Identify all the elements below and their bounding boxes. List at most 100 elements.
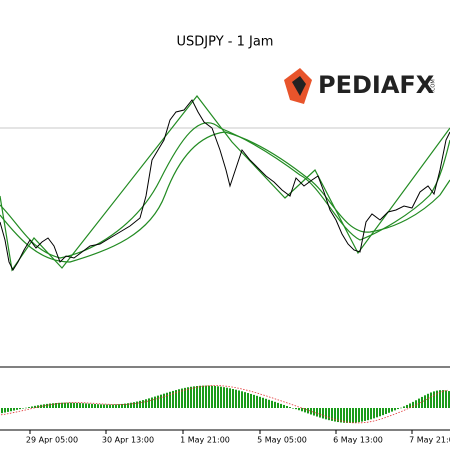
histogram-bar: [328, 408, 330, 421]
histogram-bar: [187, 387, 189, 408]
histogram-bar: [13, 408, 15, 411]
x-tick-label: 29 Apr 05:00: [26, 436, 78, 445]
histogram-bar: [121, 403, 123, 408]
histogram-bar: [223, 387, 225, 408]
histogram-bar: [118, 404, 120, 408]
histogram-bar: [148, 398, 150, 408]
histogram-bar: [307, 408, 309, 414]
histogram-bar: [103, 404, 105, 408]
histogram-bar: [241, 391, 243, 408]
histogram-bar: [373, 408, 375, 419]
histogram-bar: [49, 403, 51, 408]
histogram-bar: [55, 403, 57, 408]
histogram-bar: [355, 408, 357, 423]
histogram-bar: [436, 390, 438, 408]
histogram-bar: [250, 393, 252, 408]
histogram-bar: [196, 386, 198, 408]
histogram-bar: [382, 408, 384, 416]
histogram-bar: [28, 407, 30, 408]
histogram-bar: [412, 401, 414, 408]
histogram-bar: [370, 408, 372, 420]
histogram-bar: [406, 404, 408, 408]
histogram-bar: [100, 404, 102, 408]
histogram-bar: [379, 408, 381, 417]
histogram-bar: [94, 404, 96, 408]
x-tick-label: 5 May 05:00: [257, 436, 307, 445]
histogram-bar: [313, 408, 315, 416]
histogram-bar: [364, 408, 366, 421]
logo-icon-inner: [292, 76, 306, 96]
x-axis: 29 Apr 05:00 30 Apr 13:00 1 May 21:00 5 May…: [26, 430, 450, 445]
histogram-bar: [385, 408, 387, 414]
histogram-bar: [157, 395, 159, 408]
histogram-bar: [334, 408, 336, 422]
histogram-bar: [391, 408, 393, 412]
histogram-bar: [163, 393, 165, 408]
price-candles: [0, 99, 450, 272]
histogram-bar: [88, 403, 90, 408]
histogram-bar: [85, 403, 87, 408]
histogram-bar: [367, 408, 369, 421]
histogram-bar: [40, 404, 42, 408]
histogram-bar: [397, 408, 399, 410]
histogram-bar: [4, 408, 6, 413]
histogram-bar: [394, 408, 396, 411]
histogram-bar: [124, 403, 126, 408]
histogram-bar: [247, 393, 249, 408]
histogram-bar: [292, 408, 294, 409]
histogram-bar: [316, 408, 318, 417]
logo-suffix: .COM: [431, 79, 437, 92]
histogram-bar: [214, 385, 216, 408]
logo: PEDIAFX .COM: [284, 68, 437, 104]
histogram-bar: [376, 408, 378, 418]
histogram-bar: [346, 408, 348, 423]
x-tick-label: 1 May 21:00: [180, 436, 230, 445]
histogram-bar: [415, 400, 417, 408]
histogram-bar: [280, 403, 282, 408]
logo-text: PEDIAFX: [318, 71, 435, 99]
histogram-bar: [253, 394, 255, 408]
chart-title: USDJPY - 1 Jam: [177, 35, 274, 50]
histogram-bar: [301, 408, 303, 412]
histogram-bar: [430, 392, 432, 408]
histogram-bar: [181, 388, 183, 408]
histogram-bar: [298, 408, 300, 411]
histogram-bar: [358, 408, 360, 423]
histogram-bar: [244, 392, 246, 408]
histogram-bar: [268, 399, 270, 408]
histogram-bar: [205, 385, 207, 408]
histogram-bar: [439, 390, 441, 408]
histogram-bar: [262, 397, 264, 408]
histogram-bar: [16, 408, 18, 410]
histogram-bar: [184, 387, 186, 408]
histogram-bar: [217, 386, 219, 408]
histogram-bar: [166, 392, 168, 408]
histogram-bar: [277, 402, 279, 408]
histogram-bar: [112, 404, 114, 408]
histogram-bar: [256, 395, 258, 408]
histogram-bar: [403, 406, 405, 408]
histogram-bar: [442, 390, 444, 408]
signal-line: [0, 385, 449, 424]
histogram-bar: [178, 389, 180, 408]
histogram-bar: [73, 402, 75, 408]
histogram-bar: [76, 402, 78, 408]
histogram-bar: [286, 405, 288, 408]
histogram-bar: [1, 408, 3, 414]
histogram-bar: [109, 404, 111, 408]
histogram-bar: [271, 400, 273, 408]
x-tick-label: 7 May 21:00: [409, 436, 450, 445]
histogram-bar: [304, 408, 306, 413]
histogram-bar: [127, 403, 129, 408]
histogram-bar: [238, 390, 240, 408]
macd-histogram: [0, 385, 450, 424]
histogram-bar: [274, 401, 276, 408]
histogram-bar: [226, 387, 228, 408]
histogram-bar: [361, 408, 363, 422]
histogram-bar: [151, 397, 153, 408]
histogram-bar: [61, 402, 63, 408]
histogram-bar: [208, 385, 210, 408]
histogram-bar: [340, 408, 342, 423]
